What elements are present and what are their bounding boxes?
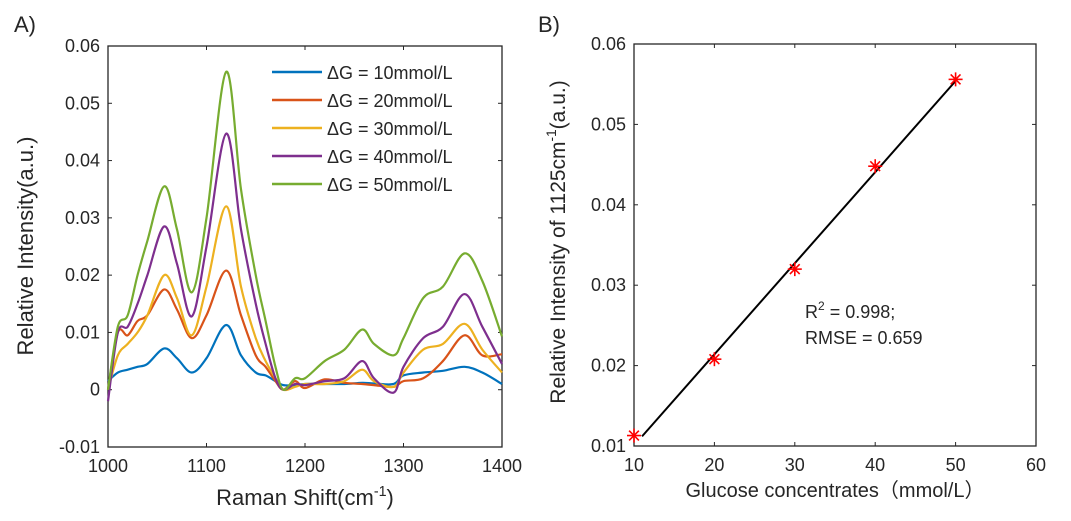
legend-label-5: ΔG = 50mmol/L xyxy=(327,175,453,195)
rmse-annotation: RMSE = 0.659 xyxy=(805,328,923,348)
panel-b-x-axis-label-main: Glucose concentrates（mmol/L） xyxy=(685,479,984,502)
panel-b-y-axis-label-sup: -1 xyxy=(544,129,559,141)
asterisk-stroke xyxy=(950,73,962,85)
panel-b-y-axis-label-after: (a.u.) xyxy=(547,80,570,129)
asterisk-stroke xyxy=(708,353,720,365)
panel-a-x-axis-label: Raman Shift(cm-1) xyxy=(216,484,394,510)
asterisk-stroke xyxy=(869,160,881,172)
panel-b-y-axis-label: Relative Intensity of 1125cm-1(a.u.) xyxy=(544,80,570,403)
r-squared-annotation: R2 = 0.998; xyxy=(805,299,895,322)
y-tick-label: 0.03 xyxy=(65,208,100,228)
x-tick-label: 1300 xyxy=(383,456,423,476)
legend-label-1: ΔG = 10mmol/L xyxy=(327,63,453,83)
data-point-3 xyxy=(787,262,802,277)
x-tick-label: 20 xyxy=(704,455,724,475)
panel-b-label: B) xyxy=(538,12,560,37)
r-squared-value: = 0.998; xyxy=(825,302,896,322)
data-point-4 xyxy=(868,159,883,174)
x-tick-label: 50 xyxy=(946,455,966,475)
y-tick-label: 0.05 xyxy=(65,93,100,113)
panel-b-axes: 10 20 30 40 50 60 0.01 0.02 0.03 0.04 0.05 0.06 R2 =… xyxy=(591,34,1046,475)
series-line-5 xyxy=(106,70,504,391)
y-tick-label: 0.01 xyxy=(65,322,100,342)
y-tick-label: 0.05 xyxy=(591,114,626,134)
panel-a-y-axis-label: Relative Intensity(a.u.) xyxy=(13,137,38,356)
panel-a-x-axis-label-main: Raman Shift(cm xyxy=(216,485,374,510)
legend-label-2: ΔG = 20mmol/L xyxy=(327,91,453,111)
panel-a-x-axis-label-sup: -1 xyxy=(374,484,387,500)
r-squared-sup: 2 xyxy=(818,299,825,313)
data-point-5 xyxy=(948,72,963,87)
x-tick-label: 40 xyxy=(865,455,885,475)
x-tick-label: 1400 xyxy=(482,456,522,476)
series-line-1 xyxy=(107,323,503,387)
y-tick-label: 0.03 xyxy=(591,275,626,295)
x-tick-label: 1100 xyxy=(187,456,226,476)
panel-b-y-axis-label-main: Relative Intensity of 1125cm xyxy=(547,141,570,403)
plot-area-frame xyxy=(633,43,1037,447)
x-tick-label: 10 xyxy=(624,455,644,475)
y-tick-label: 0.02 xyxy=(591,356,626,376)
asterisk-stroke xyxy=(789,263,801,275)
y-tick-label: -0.01 xyxy=(59,437,100,457)
y-tick-label: 0.06 xyxy=(65,36,100,56)
series-line-4 xyxy=(106,132,503,402)
data-point-2 xyxy=(707,352,722,367)
data-point-1 xyxy=(627,428,641,443)
legend-label-3: ΔG = 30mmol/L xyxy=(327,119,453,139)
y-tick-label: 0.01 xyxy=(591,436,626,456)
x-tick-label: 1200 xyxy=(285,456,325,476)
x-tick-label: 30 xyxy=(785,455,805,475)
panel-b-x-axis-label: Glucose concentrates（mmol/L） xyxy=(685,479,984,502)
panel-a-label: A) xyxy=(14,12,36,37)
r-squared-r: R xyxy=(805,302,818,322)
y-tick-label: 0.02 xyxy=(65,265,100,285)
x-tick-label: 60 xyxy=(1026,455,1046,475)
legend-label-4: ΔG = 40mmol/L xyxy=(327,147,453,167)
x-tick-label: 1000 xyxy=(88,456,128,476)
panel-a-axes: 1000 1100 1200 1300 1400 -0.01 0 0.01 0.02 0.03 0.… xyxy=(59,36,522,476)
y-tick-label: 0.04 xyxy=(65,151,100,171)
y-tick-label: 0.06 xyxy=(591,34,626,54)
y-tick-label: 0.04 xyxy=(591,195,626,215)
asterisk-stroke xyxy=(628,430,640,442)
fit-line xyxy=(641,80,957,438)
panel-a-x-axis-label-after: ) xyxy=(387,485,394,510)
y-tick-label: 0 xyxy=(90,380,100,400)
